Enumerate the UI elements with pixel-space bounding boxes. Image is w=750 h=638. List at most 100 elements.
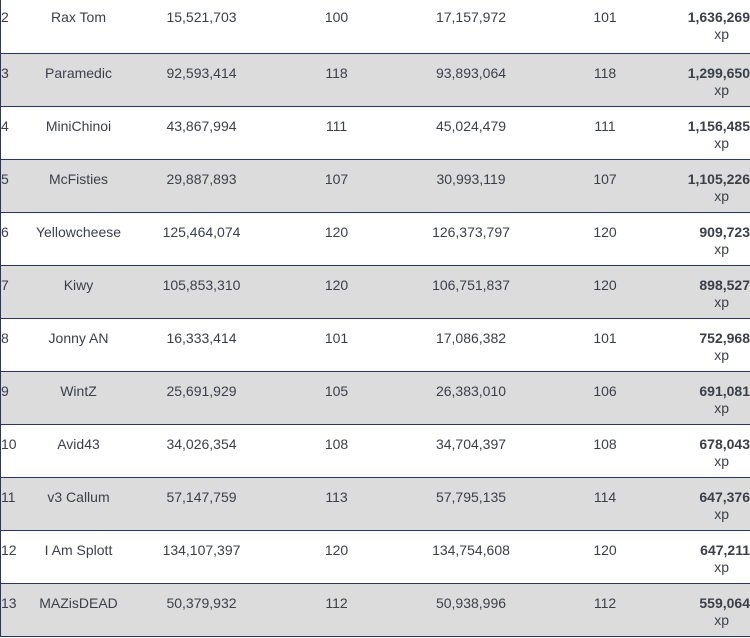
end-xp-text: 126,373,797 — [432, 223, 510, 240]
start-xp-text: 16,333,414 — [166, 329, 237, 346]
player-name-text: MAZisDEAD — [39, 594, 118, 611]
table-row[interactable]: 10 Avid43 34,026,354 108 34,704,397 108 678,04… — [0, 424, 750, 477]
table-row[interactable]: 9 WintZ 25,691,929 105 26,383,010 106 691,081 x… — [0, 371, 750, 424]
xp-unit-label: xp — [714, 293, 729, 310]
start-xp-cell: 16,333,414 — [129, 318, 275, 371]
start-xp-text: 92,593,414 — [166, 64, 237, 81]
end-level-text: 120 — [593, 541, 617, 558]
end-xp-text: 17,086,382 — [435, 329, 507, 346]
xp-gain-value: 1,156,485 — [687, 117, 750, 134]
start-xp-cell: 92,593,414 — [129, 53, 275, 106]
table-row[interactable]: 8 Jonny AN 16,333,414 101 17,086,382 101 752,9… — [0, 318, 750, 371]
end-xp-text: 30,993,119 — [436, 170, 506, 187]
start-level-cell: 112 — [275, 583, 399, 636]
table-row[interactable]: 13 MAZisDEAD 50,379,932 112 50,938,996 112 559… — [0, 583, 750, 636]
table-row[interactable]: 7 Kiwy 105,853,310 120 106,751,837 120 898,527… — [0, 265, 750, 318]
start-level-text: 120 — [324, 223, 349, 240]
end-level-cell: 107 — [544, 159, 667, 212]
xp-gain-value: 909,723 — [699, 223, 750, 240]
end-xp-text: 57,795,135 — [435, 488, 507, 505]
start-level-text: 111 — [325, 117, 348, 134]
xp-unit-label: xp — [714, 346, 729, 363]
start-level-cell: 120 — [275, 530, 399, 583]
start-level-cell: 100 — [275, 0, 399, 53]
rank-text: 5 — [1, 170, 9, 187]
rank-text: 9 — [1, 382, 9, 399]
end-xp-cell: 106,751,837 — [399, 265, 544, 318]
xp-unit-label: xp — [714, 240, 729, 257]
rank-cell: 11 — [1, 477, 29, 530]
rank-cell: 2 — [1, 0, 29, 53]
xp-gain-cell: 559,064 xp — [667, 583, 750, 636]
xp-gain-cell: 909,723 xp — [667, 212, 750, 265]
end-level-cell: 101 — [544, 318, 667, 371]
table-row[interactable]: 12 I Am Splott 134,107,397 120 134,754,608 12… — [0, 530, 750, 583]
end-xp-cell: 50,938,996 — [399, 583, 544, 636]
player-name-text: MiniChinoi — [45, 117, 112, 134]
rank-text: 4 — [1, 117, 9, 134]
end-level-cell: 101 — [544, 0, 667, 53]
rank-cell: 10 — [1, 424, 29, 477]
xp-gain-value: 1,299,650 — [687, 64, 750, 81]
end-xp-text: 50,938,996 — [435, 594, 507, 611]
player-name-text: v3 Callum — [47, 488, 110, 505]
player-name-cell: Yellowcheese — [29, 212, 129, 265]
end-xp-text: 17,157,972 — [435, 9, 507, 25]
end-level-text: 108 — [593, 435, 617, 452]
start-level-cell: 120 — [275, 212, 399, 265]
start-xp-text: 57,147,759 — [166, 488, 237, 505]
end-level-text: 112 — [593, 594, 617, 611]
start-xp-cell: 50,379,932 — [129, 583, 275, 636]
start-level-cell: 101 — [275, 318, 399, 371]
rank-cell: 9 — [1, 371, 29, 424]
start-level-text: 112 — [325, 594, 348, 611]
table-row[interactable]: 2 Rax Tom 15,521,703 100 17,157,972 101 1,636,… — [0, 0, 750, 53]
player-name-cell: Jonny AN — [29, 318, 129, 371]
start-xp-cell: 43,867,994 — [129, 106, 275, 159]
table-row[interactable]: 6 Yellowcheese 125,464,074 120 126,373,797 12… — [0, 212, 750, 265]
xp-gain-cell: 647,211 xp — [667, 530, 750, 583]
xp-gain-value: 752,968 — [699, 329, 750, 346]
table-row[interactable]: 4 MiniChinoi 43,867,994 111 45,024,479 111 1,1… — [0, 106, 750, 159]
rank-cell: 4 — [1, 106, 29, 159]
end-xp-text: 134,754,608 — [432, 541, 510, 558]
rank-text: 13 — [1, 594, 17, 611]
end-level-cell: 108 — [544, 424, 667, 477]
start-level-text: 120 — [324, 276, 349, 293]
end-xp-text: 45,024,479 — [435, 117, 507, 134]
start-level-text: 108 — [324, 435, 349, 452]
end-level-cell: 114 — [544, 477, 667, 530]
xp-unit-label: xp — [714, 452, 729, 469]
table-row[interactable]: 11 v3 Callum 57,147,759 113 57,795,135 114 647… — [0, 477, 750, 530]
end-level-cell: 112 — [544, 583, 667, 636]
start-level-text: 113 — [325, 488, 348, 505]
xp-unit-label: xp — [714, 81, 729, 98]
end-xp-cell: 93,893,064 — [399, 53, 544, 106]
start-xp-cell: 25,691,929 — [129, 371, 275, 424]
rank-text: 3 — [1, 64, 9, 81]
xp-gain-cell: 1,156,485 xp — [667, 106, 750, 159]
table-row[interactable]: 3 Paramedic 92,593,414 118 93,893,064 118 1,29… — [0, 53, 750, 106]
xp-unit-label: xp — [714, 134, 729, 151]
player-name-cell: WintZ — [29, 371, 129, 424]
start-xp-text: 105,853,310 — [162, 276, 241, 293]
start-level-text: 120 — [324, 541, 349, 558]
xp-unit-label: xp — [714, 187, 729, 204]
end-xp-cell: 34,704,397 — [399, 424, 544, 477]
end-xp-cell: 26,383,010 — [399, 371, 544, 424]
start-xp-cell: 34,026,354 — [129, 424, 275, 477]
player-name-text: Jonny AN — [48, 329, 109, 346]
xp-gain-cell: 678,043 xp — [667, 424, 750, 477]
end-level-text: 120 — [593, 276, 617, 293]
xp-gain-value: 647,211 — [700, 541, 750, 558]
start-xp-text: 125,464,074 — [162, 223, 241, 240]
player-name-text: I Am Splott — [44, 541, 113, 558]
start-xp-cell: 134,107,397 — [129, 530, 275, 583]
table-row[interactable]: 5 McFisties 29,887,893 107 30,993,119 107 1,10… — [0, 159, 750, 212]
xp-unit-label: xp — [714, 505, 729, 522]
end-xp-cell: 134,754,608 — [399, 530, 544, 583]
end-xp-cell: 17,086,382 — [399, 318, 544, 371]
rank-cell: 5 — [1, 159, 29, 212]
end-level-cell: 106 — [544, 371, 667, 424]
